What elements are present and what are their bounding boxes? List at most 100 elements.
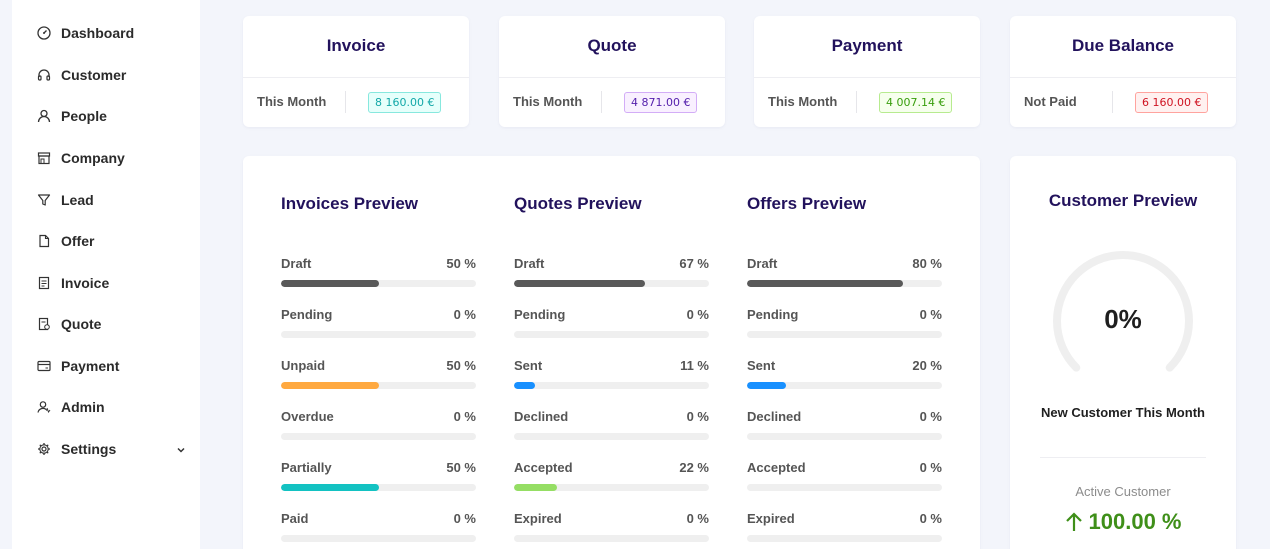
period-label: This Month [257,94,327,109]
dashboard-icon [36,25,52,41]
sidebar-item-label: Lead [61,192,94,208]
status-percent: 0 % [453,409,476,424]
quotes-preview: Quotes Preview Draft 67 % Pending 0 % Sent 11… [514,156,709,549]
status-row: Declined 0 % [514,409,709,443]
sidebar-item-label: Customer [61,67,127,83]
sidebar-item-label: Admin [61,399,105,415]
status-row: Declined 0 % [747,409,942,443]
status-percent: 0 % [919,511,942,526]
sidebar-item-label: Dashboard [61,25,135,41]
status-percent: 50 % [446,256,476,271]
amount-badge: 4 871.00 € [624,92,698,113]
amount-badge: 8 160.00 € [368,92,442,113]
status-percent: 0 % [686,409,709,424]
status-percent: 80 % [912,256,942,271]
progress-track [747,280,942,287]
progress-fill [281,280,379,287]
new-customer-gauge [1053,251,1193,372]
status-row: Pending 0 % [281,307,476,341]
status-label: Sent [747,358,776,373]
status-percent: 0 % [453,511,476,526]
progress-fill [514,484,557,491]
sidebar-item-quote[interactable]: Quote [36,312,186,336]
sidebar-item-lead[interactable]: Lead [36,188,186,212]
amount-badge: 6 160.00 € [1135,92,1209,113]
status-percent: 0 % [919,409,942,424]
credit-card-icon [36,358,52,374]
invoice-summary-card: Invoice This Month 8 160.00 € [243,16,469,127]
sidebar-item-payment[interactable]: Payment [36,354,186,378]
sidebar-item-people[interactable]: People [36,104,186,128]
status-label: Expired [514,511,562,526]
status-percent: 11 % [680,358,709,373]
sidebar-item-offer[interactable]: Offer [36,229,186,253]
sidebar-item-label: Invoice [61,275,110,291]
sidebar-item-label: Settings [61,441,117,457]
progress-track [747,331,942,338]
quote-summary-card: Quote This Month 4 871.00 € [499,16,725,127]
divider [1010,77,1236,78]
status-row: Pending 0 % [514,307,709,341]
status-label: Pending [281,307,333,322]
status-label: Partially [281,460,332,475]
invoices-preview: Invoices Preview Draft 50 % Pending 0 % Unpa… [281,156,476,549]
file-icon [36,233,52,249]
card-title: Invoice [326,36,386,55]
sidebar-item-label: Quote [61,316,102,332]
status-label: Unpaid [281,358,326,373]
sidebar-item-dashboard[interactable]: Dashboard [36,21,186,45]
status-row: Expired 0 % [747,511,942,545]
status-label: Draft [281,256,312,271]
status-row: Accepted 0 % [747,460,942,494]
status-percent: 0 % [919,307,942,322]
status-label: Accepted [747,460,806,475]
amount-badge: 4 007.14 € [879,92,953,113]
period-label: This Month [768,94,838,109]
status-label: Pending [514,307,566,322]
due-balance-summary-card: Due Balance Not Paid 6 160.00 € [1010,16,1236,127]
divider [243,77,469,78]
customer-preview-title: Customer Preview [1048,191,1198,210]
status-row: Draft 50 % [281,256,476,290]
divider [499,77,725,78]
status-label: Accepted [514,460,573,475]
gauge-caption: New Customer This Month [1041,405,1205,420]
progress-fill [281,484,379,491]
gauge-value: 0% [1104,304,1142,334]
status-percent: 50 % [446,460,476,475]
status-label: Sent [514,358,543,373]
divider [1040,457,1206,458]
status-label: Draft [514,256,545,271]
status-row: Partially 50 % [281,460,476,494]
user-icon [36,108,52,124]
status-label: Draft [747,256,778,271]
arrow-up-icon [1065,512,1082,531]
active-customer-value: 100.00 % [1010,509,1236,535]
preview-title: Quotes Preview [514,194,642,213]
container-icon [36,275,52,291]
offers-preview: Offers Preview Draft 80 % Pending 0 % Sent 20… [747,156,942,549]
status-label: Declined [514,409,569,424]
card-title: Payment [831,36,903,55]
sidebar-item-invoice[interactable]: Invoice [36,271,186,295]
status-label: Expired [747,511,795,526]
status-label: Declined [747,409,802,424]
divider [601,91,602,113]
progress-fill [514,280,645,287]
progress-fill [281,382,379,389]
status-row: Draft 67 % [514,256,709,290]
progress-track [747,484,942,491]
sidebar-item-settings[interactable]: Settings [36,437,186,461]
sidebar-item-admin[interactable]: Admin [36,395,186,419]
sidebar-item-company[interactable]: Company [36,146,186,170]
progress-track [514,382,709,389]
progress-track [281,280,476,287]
progress-track [281,484,476,491]
card-title: Quote [587,36,637,55]
chevron-down-icon[interactable] [176,442,186,460]
sidebar: Dashboard Customer People Company Lead O… [12,0,200,549]
progress-track [514,280,709,287]
divider [754,77,980,78]
gear-icon [36,441,52,457]
sidebar-item-customer[interactable]: Customer [36,63,186,87]
